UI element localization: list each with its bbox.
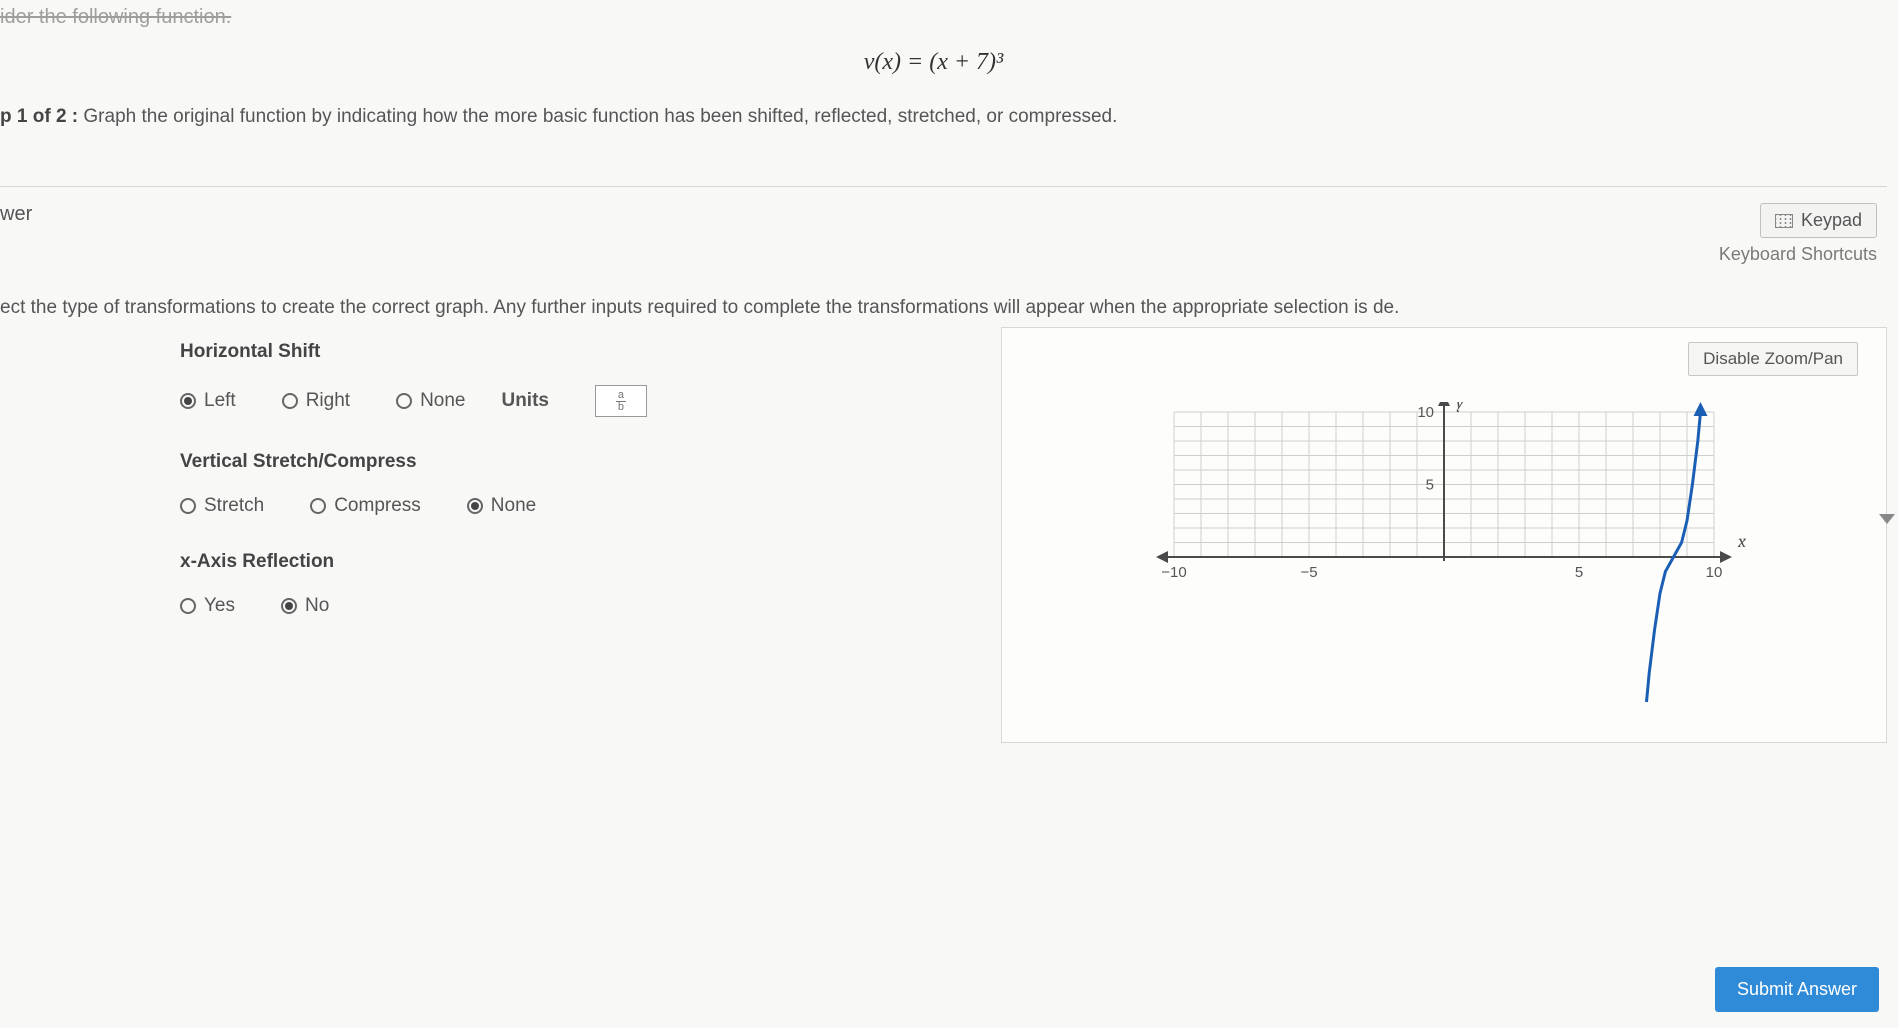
svg-text:−10: −10 xyxy=(1161,564,1186,581)
option-label: None xyxy=(491,495,536,517)
radio-icon xyxy=(180,598,196,614)
option-label: Stretch xyxy=(204,495,264,517)
units-label: Units xyxy=(501,390,549,412)
vertical-stretch-title: Vertical Stretch/Compress xyxy=(180,451,981,473)
transform-controls: Horizontal Shift Left Right None Units xyxy=(0,327,981,651)
fraction-icon: ab xyxy=(616,390,626,413)
horizontal-shift-group: Horizontal Shift Left Right None Units xyxy=(180,341,981,417)
step-prefix: p 1 of 2 : xyxy=(0,106,78,127)
keyboard-shortcuts-link[interactable]: Keyboard Shortcuts xyxy=(1719,244,1877,265)
radio-icon xyxy=(396,393,412,409)
svg-text:5: 5 xyxy=(1426,477,1434,494)
units-input[interactable]: ab xyxy=(595,385,647,417)
svg-text:10: 10 xyxy=(1417,404,1434,421)
hshift-right-option[interactable]: Right xyxy=(282,390,350,412)
svg-text:y: y xyxy=(1456,402,1464,413)
svg-text:5: 5 xyxy=(1575,564,1583,581)
radio-icon xyxy=(310,498,326,514)
svg-text:−5: −5 xyxy=(1301,564,1318,581)
radio-icon xyxy=(282,393,298,409)
xreflect-yes-option[interactable]: Yes xyxy=(180,595,235,617)
radio-icon xyxy=(180,393,196,409)
svg-text:10: 10 xyxy=(1706,564,1723,581)
keypad-label: Keypad xyxy=(1801,210,1862,231)
option-label: Left xyxy=(204,390,236,412)
step-description: p 1 of 2 : Graph the original function b… xyxy=(0,106,1867,128)
radio-icon xyxy=(180,498,196,514)
svg-text:x: x xyxy=(1737,531,1747,552)
option-label: No xyxy=(305,595,329,617)
option-label: Yes xyxy=(204,595,235,617)
xreflect-no-option[interactable]: No xyxy=(281,595,329,617)
hshift-none-option[interactable]: None xyxy=(396,390,465,412)
stretch-option[interactable]: Stretch xyxy=(180,495,264,517)
xaxis-reflection-group: x-Axis Reflection Yes No xyxy=(180,551,981,617)
horizontal-shift-title: Horizontal Shift xyxy=(180,341,981,363)
keypad-button[interactable]: Keypad xyxy=(1760,203,1877,238)
stretch-none-option[interactable]: None xyxy=(467,495,536,517)
option-label: Right xyxy=(306,390,350,412)
option-label: None xyxy=(420,390,465,412)
vertical-stretch-group: Vertical Stretch/Compress Stretch Compre… xyxy=(180,451,981,517)
instruction-text: ect the type of transformations to creat… xyxy=(0,297,1887,319)
answer-heading-cut: wer xyxy=(0,203,32,226)
xaxis-reflection-title: x-Axis Reflection xyxy=(180,551,981,573)
page-cutoff-title: ider the following function. xyxy=(0,6,1867,29)
radio-icon xyxy=(281,598,297,614)
step-text: Graph the original function by indicatin… xyxy=(83,106,1117,127)
keypad-icon xyxy=(1775,214,1793,228)
scroll-down-icon[interactable] xyxy=(1879,514,1895,524)
option-label: Compress xyxy=(334,495,421,517)
radio-icon xyxy=(467,498,483,514)
graph-plot[interactable]: −10 −5 5 10 5 10 x y xyxy=(1134,402,1754,732)
graph-panel: Disable Zoom/Pan −10 −5 5 10 5 10 x y xyxy=(1001,327,1887,743)
divider xyxy=(0,186,1887,187)
hshift-left-option[interactable]: Left xyxy=(180,390,236,412)
function-equation: v(x) = (x + 7)³ xyxy=(0,49,1867,76)
disable-zoom-button[interactable]: Disable Zoom/Pan xyxy=(1688,342,1858,376)
compress-option[interactable]: Compress xyxy=(310,495,421,517)
submit-answer-button[interactable]: Submit Answer xyxy=(1715,967,1879,1012)
